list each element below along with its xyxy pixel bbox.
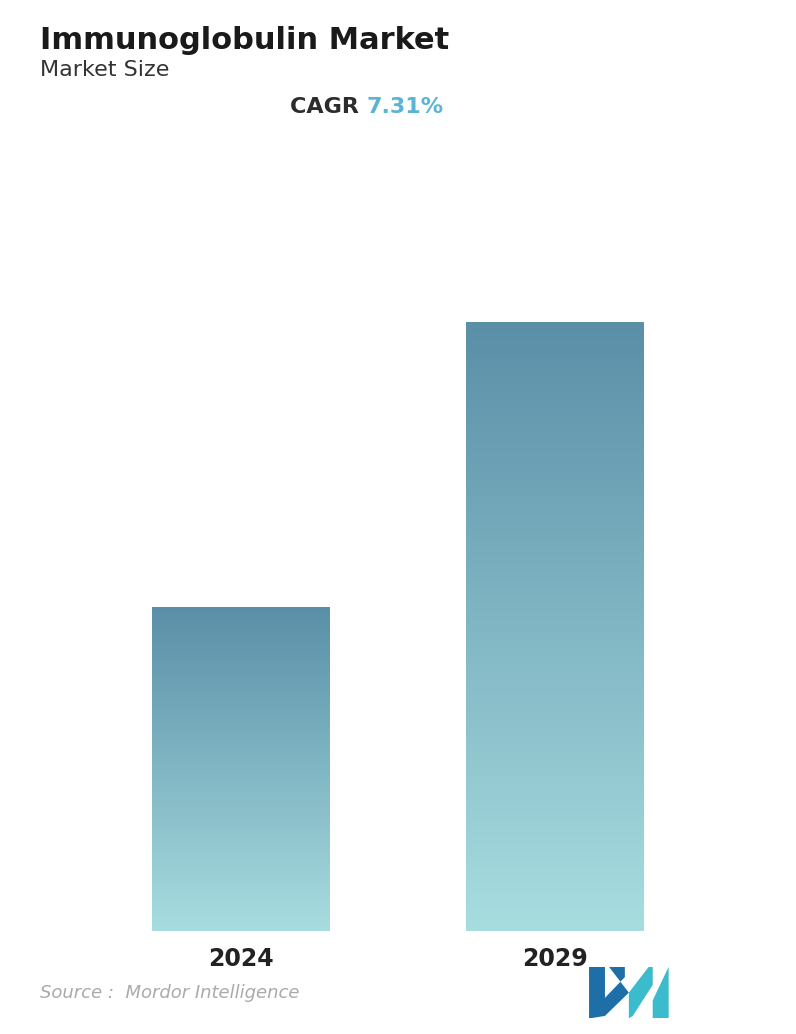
Text: Immunoglobulin Market: Immunoglobulin Market	[40, 26, 449, 55]
Text: Source :  Mordor Intelligence: Source : Mordor Intelligence	[40, 983, 299, 1002]
Text: Market Size: Market Size	[40, 60, 170, 80]
Text: 7.31%: 7.31%	[366, 97, 443, 117]
Polygon shape	[629, 967, 669, 1018]
Polygon shape	[589, 967, 629, 1018]
Text: CAGR: CAGR	[290, 97, 366, 117]
